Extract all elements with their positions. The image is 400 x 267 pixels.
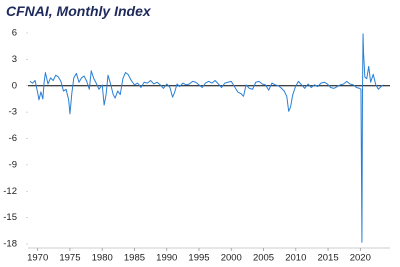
x-tick-label: 1975 [59,253,80,264]
chart-title: CFNAI, Monthly Index [6,3,152,19]
y-tick-label: -18 [3,239,17,250]
x-tick-label: 1980 [92,253,113,264]
x-tick-label: 2015 [317,253,338,264]
x-tick-label: 1995 [188,253,209,264]
y-tick-label: 6 [12,28,17,39]
y-tick-label: -15 [3,212,17,223]
x-tick-label: 1990 [156,253,177,264]
x-tick-label: 2000 [221,253,242,264]
y-tick-label: -3 [9,107,17,118]
x-tick-label: 2005 [253,253,274,264]
y-tick-label: -9 [9,159,17,170]
y-tick-label: -12 [3,186,17,197]
x-tick-label: 2020 [350,253,371,264]
x-tick-label: 1970 [27,253,48,264]
y-tick-label: -6 [9,133,17,144]
x-tick-label: 1985 [124,253,145,264]
x-tick-label: 2010 [285,253,306,264]
data-line [29,33,384,243]
y-tick-label: 3 [12,54,17,65]
y-tick-label: 0 [12,80,17,91]
